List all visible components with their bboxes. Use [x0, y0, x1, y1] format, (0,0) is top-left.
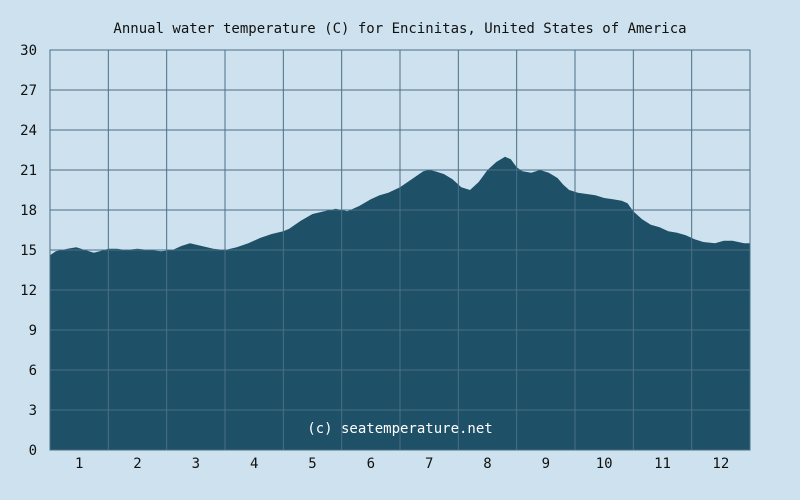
x-tick-label: 2 [133, 456, 141, 472]
chart-title: Annual water temperature (C) for Encinit… [113, 21, 686, 37]
x-tick-label: 11 [654, 456, 671, 472]
y-tick-label: 21 [20, 163, 37, 179]
y-tick-label: 12 [20, 283, 37, 299]
credit-label: (c) seatemperature.net [307, 421, 492, 437]
x-tick-label: 4 [250, 456, 258, 472]
y-tick-label: 18 [20, 203, 37, 219]
x-tick-label: 9 [542, 456, 550, 472]
y-tick-label: 0 [29, 443, 37, 459]
x-tick-label: 3 [192, 456, 200, 472]
x-tick-label: 1 [75, 456, 83, 472]
y-tick-label: 6 [29, 363, 37, 379]
x-tick-label: 6 [367, 456, 375, 472]
x-tick-label: 10 [596, 456, 613, 472]
x-tick-label: 8 [483, 456, 491, 472]
y-tick-label: 9 [29, 323, 37, 339]
y-tick-label: 15 [20, 243, 37, 259]
plot-frame [49, 49, 751, 451]
y-tick-label: 30 [20, 43, 37, 59]
y-tick-label: 3 [29, 403, 37, 419]
x-tick-label: 7 [425, 456, 433, 472]
y-tick-label: 24 [20, 123, 37, 139]
x-tick-label: 12 [712, 456, 729, 472]
y-tick-label: 27 [20, 83, 37, 99]
x-tick-label: 5 [308, 456, 316, 472]
grid-layer [49, 49, 751, 451]
